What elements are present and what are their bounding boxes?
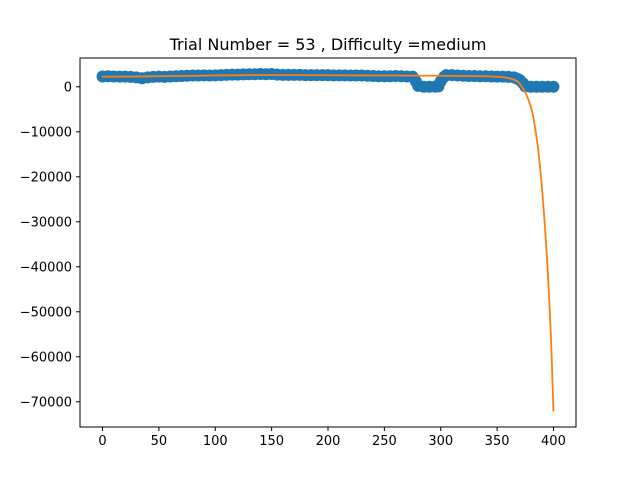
y-tick-label: −20000 <box>20 170 72 185</box>
y-axis: 0 −10000 −20000 −30000 −40000 −50000 −60000 −70… <box>20 80 80 410</box>
x-tick-label: 300 <box>428 434 453 449</box>
x-tick-label: 150 <box>259 434 284 449</box>
scatter-point <box>547 80 560 93</box>
chart-title: Trial Number = 53 , Difficulty =medium <box>169 35 487 54</box>
plot-area <box>96 67 560 412</box>
x-axis: 0 50 100 150 200 250 300 350 400 <box>98 427 566 449</box>
y-tick-label: 0 <box>64 80 72 95</box>
x-tick-label: 100 <box>203 434 228 449</box>
x-tick-label: 50 <box>151 434 168 449</box>
x-tick-label: 350 <box>485 434 510 449</box>
x-tick-label: 250 <box>372 434 397 449</box>
x-tick-label: 0 <box>98 434 106 449</box>
x-tick-label: 200 <box>316 434 341 449</box>
x-tick-label: 400 <box>541 434 566 449</box>
y-tick-label: −50000 <box>20 305 72 320</box>
y-tick-label: −40000 <box>20 260 72 275</box>
y-tick-label: −10000 <box>20 125 72 140</box>
fit-line <box>101 74 555 412</box>
axes-frame <box>79 57 577 428</box>
y-tick-label: −70000 <box>20 395 72 410</box>
y-tick-label: −30000 <box>20 215 72 230</box>
y-tick-label: −60000 <box>20 350 72 365</box>
